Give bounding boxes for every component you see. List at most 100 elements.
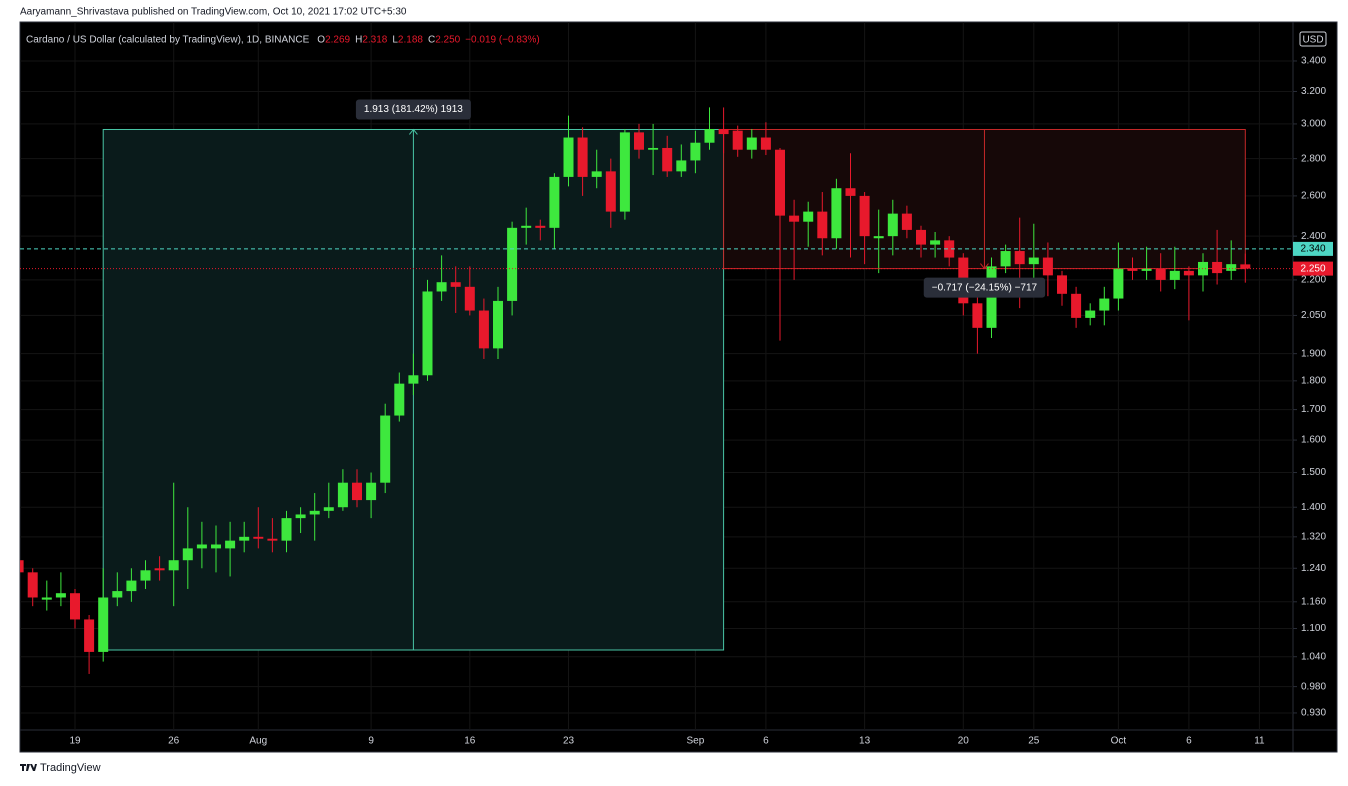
y-tick-label: 1.800 [1301, 375, 1326, 386]
candle-body [1113, 268, 1124, 299]
candle-body [1183, 270, 1194, 276]
candle-body [676, 160, 687, 172]
candle-body [690, 142, 701, 161]
candle-body [225, 540, 236, 549]
overlay: 1.913 (181.42%) 1913 −0.717 (−24.15%) −71… [20, 99, 1333, 298]
candle-body [154, 568, 165, 571]
candle-body [535, 225, 546, 228]
candle-body [1240, 264, 1251, 269]
x-tick-label: 11 [1254, 736, 1265, 747]
currency-box [1299, 31, 1327, 47]
candle-body [41, 597, 52, 600]
candle-body [1057, 275, 1067, 294]
candle-body [408, 375, 419, 384]
y-tick-label: 2.200 [1301, 275, 1326, 286]
candle-body [493, 300, 503, 349]
candle-body [281, 518, 292, 541]
candle-body [619, 132, 630, 212]
candle-body [267, 538, 278, 541]
measure-label: −0.717 (−24.15%) −717 [932, 282, 1038, 293]
candle-body [916, 229, 926, 245]
y-tick-label: 1.400 [1301, 502, 1326, 513]
candle-body [1226, 264, 1237, 271]
legend-value: 2.250 [435, 35, 460, 46]
x-tick-label: 6 [1186, 736, 1192, 747]
candle-body [577, 137, 588, 177]
candle-body [380, 415, 391, 483]
candle-body [1000, 251, 1011, 267]
candle-body [168, 560, 179, 571]
y-tick-label: 3.200 [1301, 86, 1326, 97]
candle-body [253, 536, 264, 539]
candle-body [1014, 251, 1025, 265]
legend-value: 2.269 [325, 35, 350, 46]
legend-value: 2.188 [398, 35, 423, 46]
candle-body [591, 171, 602, 177]
candle-body [1028, 257, 1039, 265]
candle-body [704, 128, 715, 143]
x-tick-label: Aug [249, 736, 267, 747]
candle-body [323, 507, 334, 511]
candle-body [211, 544, 221, 549]
candle-body [70, 593, 80, 620]
candle-body [196, 544, 207, 549]
measure-label: 1.913 (181.42%) 1913 [364, 104, 463, 115]
candle-body [182, 548, 193, 561]
candle-body [55, 593, 66, 598]
candle-body [1155, 268, 1166, 280]
x-tick-label: Oct [1111, 736, 1127, 747]
candle-body [1212, 261, 1223, 274]
x-tick-label: 26 [168, 736, 180, 747]
candle-body [549, 176, 560, 228]
price-label: 2.340 [1300, 244, 1325, 255]
y-tick-label: 0.930 [1301, 708, 1326, 719]
legend-key: C [428, 35, 435, 46]
candle-body [450, 282, 461, 287]
y-tick-label: 2.400 [1301, 231, 1326, 242]
candle-body [972, 303, 983, 328]
y-tick-label: 3.000 [1301, 119, 1326, 130]
legend-value: 2.318 [362, 35, 387, 46]
candle-body [887, 213, 898, 237]
candle-body [746, 137, 757, 150]
candle-body [140, 570, 151, 581]
candle-body [478, 310, 489, 349]
y-tick-label: 1.900 [1301, 348, 1326, 359]
candle-body [27, 572, 38, 598]
y-tick-label: 0.980 [1301, 681, 1326, 692]
candle-body [732, 130, 743, 150]
y-tick-label: 2.050 [1301, 310, 1326, 321]
candle-body [422, 291, 433, 376]
candle-body [930, 240, 941, 245]
y-tick-label: 2.800 [1301, 153, 1326, 164]
candle-body [239, 536, 250, 541]
x-tick-label: 6 [763, 736, 769, 747]
x-tick-label: 20 [958, 736, 970, 747]
candle-body [436, 282, 447, 292]
candle-body [1099, 298, 1110, 311]
candle-body [563, 137, 574, 177]
y-tick-label: 2.600 [1301, 191, 1326, 202]
candle-body [944, 240, 955, 258]
legend-key: O [317, 35, 325, 46]
measure-label-box [923, 277, 1046, 298]
candle-body [803, 211, 814, 222]
y-tick-label: 1.160 [1301, 596, 1326, 607]
footer-brand: TradingView [40, 762, 101, 774]
x-tick-label: 23 [563, 736, 575, 747]
candle-body [605, 171, 616, 212]
candle-body [859, 195, 870, 237]
candle-body [1141, 268, 1152, 271]
candle-body [337, 482, 348, 508]
x-tick-label: 13 [859, 736, 871, 747]
y-tick-label: 1.100 [1301, 623, 1326, 634]
x-tick-label: 19 [69, 736, 81, 747]
candle-body [718, 128, 729, 135]
candle-body [760, 137, 771, 150]
candle-body [521, 225, 532, 228]
candle-body [366, 482, 377, 501]
candle-body [112, 591, 123, 598]
price-label-box [1293, 261, 1333, 276]
candle-body [84, 619, 95, 652]
